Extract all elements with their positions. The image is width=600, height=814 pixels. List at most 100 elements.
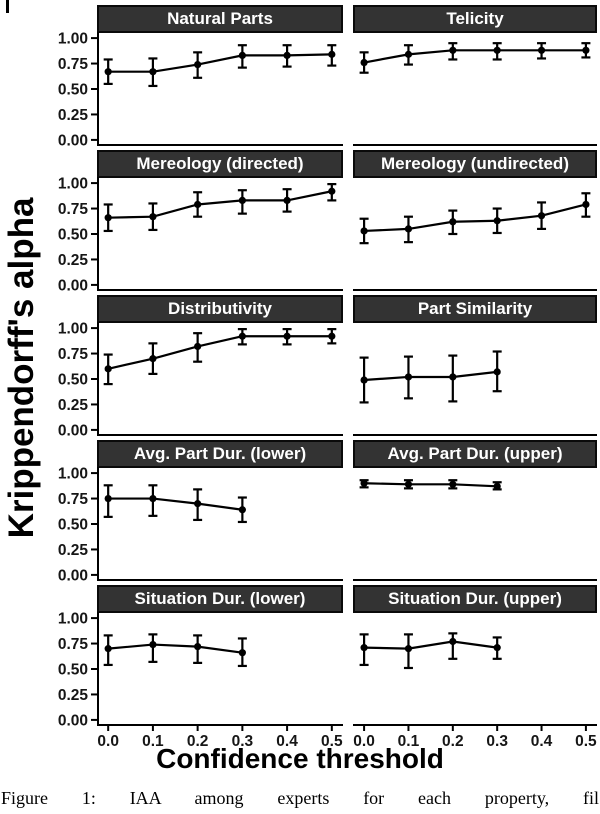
panel-situation-dur-lower: 1.00 0.75 0.50 0.25 0.00 0.0 0.1 0.2 0.3 0.4 0.5 — [58, 611, 343, 750]
data-point — [194, 60, 202, 69]
data-point — [360, 227, 368, 235]
y-tick-label: 0.75 — [58, 491, 89, 508]
series-line — [107, 335, 332, 370]
data-point — [449, 218, 457, 226]
facet-strip-situation-dur-lower: Situation Dur. (lower) — [97, 585, 343, 613]
y-tick-label: 0.00 — [58, 712, 88, 729]
data-point — [493, 46, 501, 54]
y-tick-label: 0.25 — [58, 542, 89, 559]
data-point — [194, 200, 202, 209]
y-tick-label: 0.50 — [58, 227, 88, 244]
panel-avg-part-dur-upper — [353, 479, 597, 581]
data-point — [404, 373, 413, 381]
x-tick-label: 0.1 — [142, 733, 164, 750]
y-tick-label: 0.00 — [58, 422, 88, 439]
data-point — [104, 494, 112, 503]
panel-natural-parts: 1.00 0.75 0.50 0.25 0.00 — [58, 31, 343, 149]
data-point — [283, 332, 291, 340]
y-tick-label: 1.00 — [58, 611, 88, 628]
y-tick-label: 0.00 — [58, 567, 88, 584]
x-tick-label: 0.5 — [321, 733, 343, 750]
data-point — [404, 645, 413, 653]
series-line — [108, 190, 333, 219]
data-point — [283, 196, 291, 204]
data-point — [238, 332, 246, 340]
data-point — [449, 480, 457, 488]
series-line — [364, 370, 498, 382]
y-tick-label: 0.75 — [58, 636, 89, 653]
panel-mereology-undirected — [353, 192, 597, 291]
page-crop-mark — [6, 0, 9, 13]
data-point — [104, 365, 112, 373]
x-axis-title: Confidence threshold — [156, 743, 444, 774]
data-point — [537, 46, 546, 54]
y-tick-label: 0.75 — [58, 201, 89, 218]
x-tick-label: 0.0 — [353, 733, 375, 750]
series-line — [108, 497, 243, 511]
data-point — [104, 214, 112, 222]
series-line — [363, 49, 586, 64]
facet-strip-situation-dur-upper: Situation Dur. (upper) — [353, 585, 597, 613]
data-point — [328, 187, 336, 195]
data-point — [449, 373, 457, 381]
data-point — [449, 46, 457, 54]
data-point — [493, 217, 501, 225]
data-point — [283, 51, 291, 60]
series-line — [108, 53, 332, 73]
data-point — [149, 213, 157, 221]
y-tick-label: 0.50 — [58, 372, 88, 389]
figure-caption: Figure 1: IAA among experts for each pro… — [1, 788, 599, 808]
series-line — [364, 203, 587, 233]
data-point — [194, 500, 202, 508]
data-point — [493, 368, 501, 376]
y-tick-label: 0.50 — [58, 662, 88, 679]
data-point — [404, 50, 413, 58]
data-point — [493, 644, 501, 652]
y-tick-label: 0.50 — [58, 517, 88, 534]
x-tick-label: 0.1 — [398, 733, 420, 750]
panel-distributivity: 1.00 0.75 0.50 0.25 0.00 — [58, 321, 343, 439]
x-tick-label: 0.3 — [486, 733, 508, 750]
series-line — [364, 640, 498, 650]
data-point — [149, 355, 157, 363]
data-point — [238, 51, 246, 60]
facet-strip-natural-parts: Natural Parts — [97, 5, 343, 33]
panel-part-similarity — [353, 350, 597, 436]
x-tick-label: 0.4 — [276, 733, 298, 750]
y-tick-label: 0.50 — [58, 82, 88, 99]
data-point — [404, 225, 413, 233]
y-tick-label: 0.75 — [58, 346, 89, 363]
y-tick-label: 1.00 — [58, 321, 88, 338]
data-point — [582, 200, 590, 209]
data-point — [582, 46, 590, 54]
data-point — [104, 68, 112, 76]
y-tick-label: 0.25 — [58, 687, 89, 704]
panel-telicity — [353, 42, 597, 146]
data-point — [360, 479, 368, 487]
data-point — [238, 649, 246, 657]
data-point — [194, 342, 202, 351]
panel-avg-part-dur-lower: 1.00 0.75 0.50 0.25 0.00 — [58, 466, 343, 584]
data-point — [149, 494, 157, 503]
y-tick-label: 1.00 — [58, 176, 88, 193]
y-tick-label: 0.25 — [58, 252, 89, 269]
y-tick-label: 0.00 — [58, 132, 88, 149]
y-tick-label: 0.25 — [58, 397, 89, 414]
series-line — [364, 482, 498, 488]
x-tick-label: 0.0 — [97, 733, 119, 750]
data-point — [328, 332, 336, 340]
x-tick-label: 0.2 — [442, 733, 464, 750]
x-tick-label: 0.4 — [531, 733, 553, 750]
data-point — [360, 376, 368, 384]
data-point — [360, 58, 368, 67]
x-tick-label: 0.2 — [187, 733, 209, 750]
facet-strip-mereology-directed: Mereology (directed) — [97, 150, 343, 178]
x-tick-label: 0.5 — [575, 733, 597, 750]
data-point — [449, 637, 457, 646]
y-tick-label: 0.75 — [58, 56, 89, 73]
data-point — [238, 196, 246, 204]
data-point — [328, 50, 336, 58]
data-point — [149, 640, 157, 649]
